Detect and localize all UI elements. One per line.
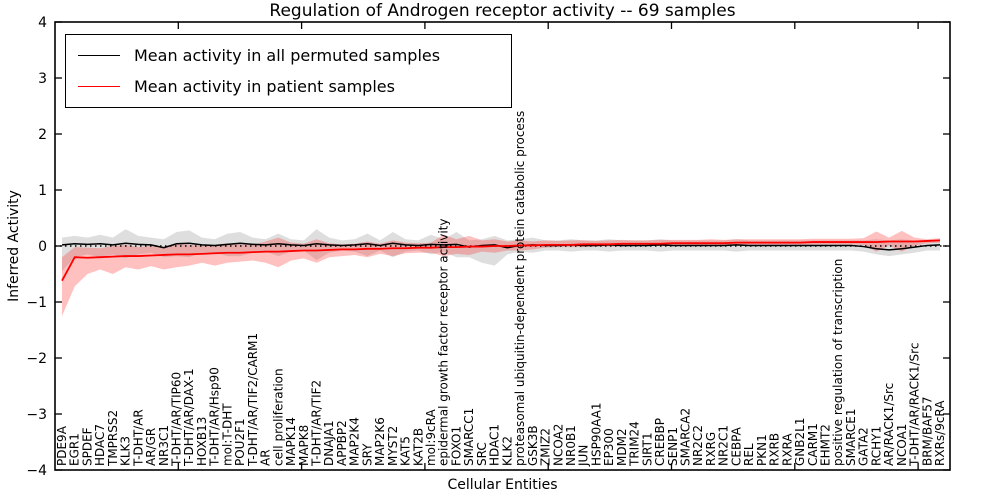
x-category-label: MAP2K4 (348, 417, 362, 466)
x-category-label: PKN1 (755, 434, 769, 466)
legend: Mean activity in all permuted samples Me… (65, 34, 512, 108)
x-category-label: AR/GR (144, 428, 158, 466)
x-category-label: EP300 (602, 428, 616, 466)
x-category-label: MAPK8 (297, 425, 311, 466)
x-category-label: ZMIZ2 (539, 428, 553, 466)
x-category-label: GNB2L1 (793, 418, 807, 466)
x-category-label: MAPK14 (284, 417, 298, 466)
x-category-label: HOXB13 (195, 417, 209, 466)
x-category-label: CEBPA (729, 426, 743, 466)
x-category-label: POU2F1 (233, 418, 247, 466)
x-category-label: positive regulation of transcription (831, 259, 845, 466)
x-category-label: APPBP2 (335, 420, 349, 466)
x-category-label: RXRs/9cRA (933, 400, 947, 466)
x-category-label: T-DHT/AR/Hsp90 (208, 367, 222, 467)
x-category-label: NR3C1 (157, 425, 171, 466)
y-tick-label: 1 (38, 183, 47, 199)
x-category-label: proteasomal ubiquitin-dependent protein … (513, 111, 527, 466)
x-category-label: GATA2 (857, 427, 871, 466)
x-category-label: RXRG (704, 432, 718, 466)
permuted-line-swatch-icon (78, 54, 120, 56)
x-category-label: SPDEF (80, 427, 94, 466)
x-category-label: T-DHT/AR/DAX-1 (182, 368, 196, 467)
patient-mean-line (61, 239, 941, 282)
x-category-label: T-DHT/AR/RACK1/Src (908, 343, 922, 467)
y-tick-label: 2 (38, 127, 47, 143)
x-category-label: mol:T-DHT (220, 403, 234, 466)
x-category-label: AR/RACK1/Src (882, 383, 896, 466)
x-category-label: mol:9cRA (424, 409, 438, 466)
x-category-label: HSP90AA1 (589, 402, 603, 466)
chart-title: Regulation of Androgen receptor activity… (269, 1, 736, 21)
legend-label-permuted: Mean activity in all permuted samples (134, 45, 441, 65)
x-category-label: SMARCE1 (844, 408, 858, 466)
x-axis-label: Cellular Entities (447, 477, 558, 493)
x-category-label: JUN (577, 445, 591, 467)
x-category-label: KAT5 (399, 436, 413, 466)
x-category-label: REL (742, 443, 756, 466)
x-category-label: GSK3B (526, 425, 540, 466)
x-category-label: PDE9A (55, 425, 69, 466)
x-category-label: MYST2 (386, 426, 400, 466)
x-category-label: cell proliferation (271, 368, 285, 466)
x-category-label: CARM1 (806, 423, 820, 466)
legend-label-patient: Mean activity in patient samples (134, 76, 395, 96)
x-category-label: T-DHT/AR/TIP60 (170, 372, 184, 467)
x-category-label: epidermal growth factor receptor activit… (437, 219, 451, 466)
x-category-label: RXRA (780, 433, 794, 466)
x-category-label: SRC (475, 442, 489, 466)
y-tick-label: 4 (38, 15, 47, 31)
x-category-label: SMARCC1 (462, 408, 476, 466)
y-tick-label: −2 (26, 351, 47, 367)
x-category-label: EGR1 (68, 433, 82, 466)
x-category-label: T-DHT/AR/TIF2/CARM1 (246, 333, 260, 467)
x-category-label: SRY (360, 443, 374, 466)
x-category-label: MDM2 (615, 428, 629, 466)
x-category-label: KLK3 (119, 436, 133, 466)
x-category-label: NCOA2 (551, 424, 565, 466)
x-category-label: KAT2B (411, 428, 425, 466)
x-category-label: TRIM24 (628, 421, 642, 467)
x-category-label: EHMT2 (818, 424, 832, 466)
x-category-label: BRM/BAF57 (920, 396, 934, 466)
y-tick-label: 3 (38, 71, 47, 87)
x-category-label: RCHY1 (869, 426, 883, 466)
x-category-label: TMPRSS2 (106, 410, 120, 467)
legend-item-patient: Mean activity in patient samples (76, 74, 501, 98)
x-category-label: SIRT1 (640, 432, 654, 466)
x-category-label: SMARCA2 (679, 408, 693, 466)
x-category-label: T-DHT/AR/TIF2 (309, 380, 323, 467)
y-tick-label: −3 (26, 407, 47, 423)
x-category-label: HDAC1 (488, 424, 502, 466)
y-tick-label: 0 (38, 239, 47, 255)
y-tick-label: −1 (26, 295, 47, 311)
y-tick-label: −4 (26, 463, 47, 479)
x-category-label: RXRB (768, 433, 782, 466)
x-category-label: DNAJA1 (322, 420, 336, 466)
x-category-label: KLK2 (500, 436, 514, 466)
x-category-label: MAP2K6 (373, 417, 387, 466)
permuted-uncertainty-band (62, 229, 940, 272)
x-category-label: NR0B1 (564, 425, 578, 466)
legend-item-permuted: Mean activity in all permuted samples (76, 43, 501, 67)
x-category-label: CREBBP (653, 418, 667, 466)
x-category-label: SENP1 (666, 427, 680, 466)
x-category-label: NR2C2 (691, 425, 705, 466)
x-category-label: HDAC7 (93, 424, 107, 466)
x-category-label: NCOA1 (895, 424, 909, 466)
patient-line-swatch-icon (78, 85, 120, 87)
x-category-label: AR (259, 449, 273, 466)
x-category-label: NR2C1 (717, 425, 731, 466)
x-category-label: FOXO1 (449, 426, 463, 466)
x-category-label: T-DHT/AR (131, 409, 145, 467)
